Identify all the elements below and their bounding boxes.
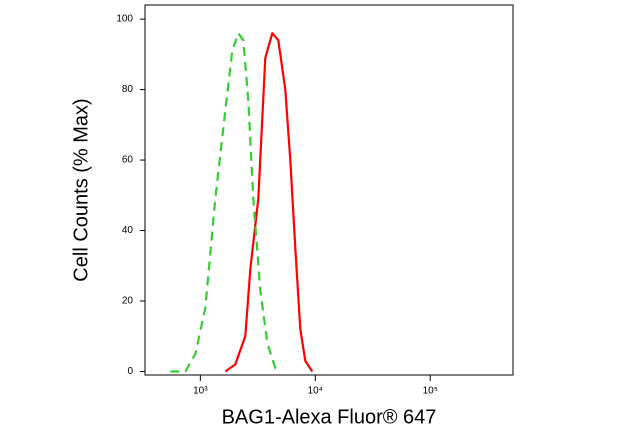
y-tick-label: 60 — [122, 155, 134, 166]
y-tick-label: 100 — [116, 14, 133, 25]
x-tick-label: 10³ — [193, 386, 208, 397]
y-tick-label: 80 — [122, 84, 134, 95]
x-tick-label: 10⁵ — [423, 386, 438, 397]
series-line — [170, 32, 281, 373]
y-tick-label: 40 — [122, 225, 134, 236]
x-tick-label: 10⁴ — [308, 386, 323, 397]
y-tick-label: 0 — [127, 366, 133, 377]
series-line — [224, 32, 314, 373]
x-axis-title: BAG1-Alexa Fluor® 647 — [222, 406, 437, 428]
y-axis-title: Cell Counts (% Max) — [70, 98, 92, 281]
plot-frame — [144, 4, 514, 376]
y-tick-label: 20 — [122, 296, 134, 307]
